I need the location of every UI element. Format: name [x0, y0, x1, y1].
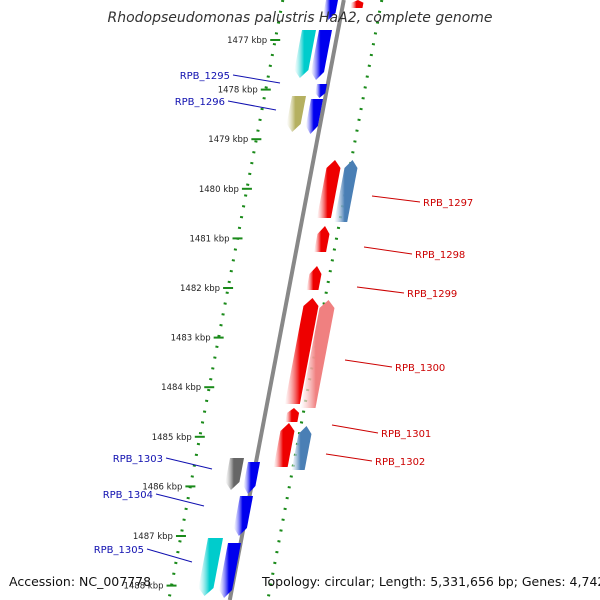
- kbp-tick-label: 1483 kbp: [171, 334, 211, 344]
- gene-glyph: [219, 543, 241, 598]
- gene-glyph: [284, 298, 319, 404]
- forward-label-leader: [227, 100, 277, 111]
- reverse-label-leader: [371, 195, 421, 203]
- kbp-tick-label: 1487 kbp: [133, 532, 173, 542]
- gene-glyph: [334, 160, 358, 222]
- gene-glyph: [315, 84, 327, 98]
- reverse-gene-label: RPB_1300: [395, 363, 445, 374]
- forward-gene-label: RPB_1305: [94, 545, 144, 556]
- forward-gene-label: RPB_1303: [113, 454, 163, 465]
- gene-glyph: [285, 408, 300, 422]
- kbp-tick-label: 1482 kbp: [180, 284, 220, 294]
- reverse-gene-label: RPB_1302: [375, 457, 425, 468]
- reverse-gene-label: RPB_1301: [381, 429, 431, 440]
- forward-gene-label: RPB_1295: [180, 71, 230, 82]
- map-title: Rhodopseudomonas palustris HaA2, complet…: [107, 10, 493, 26]
- kbp-tick-label: 1481 kbp: [189, 234, 229, 244]
- gene-glyph: [243, 462, 260, 494]
- accession-text: Accession: NC_007778: [9, 574, 152, 589]
- kbp-tick-label: 1486 kbp: [142, 482, 182, 492]
- gene-glyph: [300, 300, 335, 408]
- gene-glyph: [314, 226, 330, 252]
- forward-label-leader: [165, 457, 213, 470]
- reverse-gene-label: RPB_1299: [407, 289, 457, 300]
- gene-glyph: [316, 160, 341, 218]
- gene-glyph: [350, 0, 364, 8]
- kbp-tick-label: 1477 kbp: [227, 36, 267, 46]
- gene-glyph: [286, 96, 306, 132]
- forward-label-leader: [146, 548, 193, 563]
- reverse-label-leader: [356, 286, 405, 294]
- gene-glyph: [311, 30, 332, 80]
- gene-glyph: [198, 538, 223, 596]
- reverse-label-leader: [363, 246, 413, 255]
- kbp-tick-label: 1485 kbp: [152, 433, 192, 443]
- kbp-tick-label: 1484 kbp: [161, 383, 201, 393]
- reverse-label-leader: [325, 453, 373, 462]
- gene-glyph: [273, 423, 295, 467]
- gene-glyph: [323, 0, 338, 20]
- reverse-gene-label: RPB_1298: [415, 250, 465, 261]
- reverse-gene-label: RPB_1297: [423, 198, 473, 209]
- forward-label-leader: [232, 74, 281, 84]
- forward-gene-label: RPB_1304: [103, 490, 153, 501]
- reverse-label-leader: [331, 424, 379, 434]
- kbp-tick-label: 1479 kbp: [208, 135, 248, 145]
- reverse-label-leader: [344, 359, 393, 368]
- gene-glyph: [225, 458, 244, 490]
- gene-glyph: [291, 426, 312, 470]
- gene-glyph: [294, 30, 316, 78]
- kbp-tick-label: 1488 kbp: [123, 582, 163, 592]
- gene-glyph: [233, 496, 253, 536]
- genome-summary-text: Topology: circular; Length: 5,331,656 bp…: [262, 574, 600, 589]
- forward-label-leader: [155, 493, 205, 507]
- forward-gene-label: RPB_1296: [175, 97, 225, 108]
- gene-glyph: [305, 99, 323, 134]
- gene-glyph: [306, 266, 322, 290]
- kbp-tick-label: 1478 kbp: [218, 86, 258, 96]
- kbp-tick-label: 1480 kbp: [199, 185, 239, 195]
